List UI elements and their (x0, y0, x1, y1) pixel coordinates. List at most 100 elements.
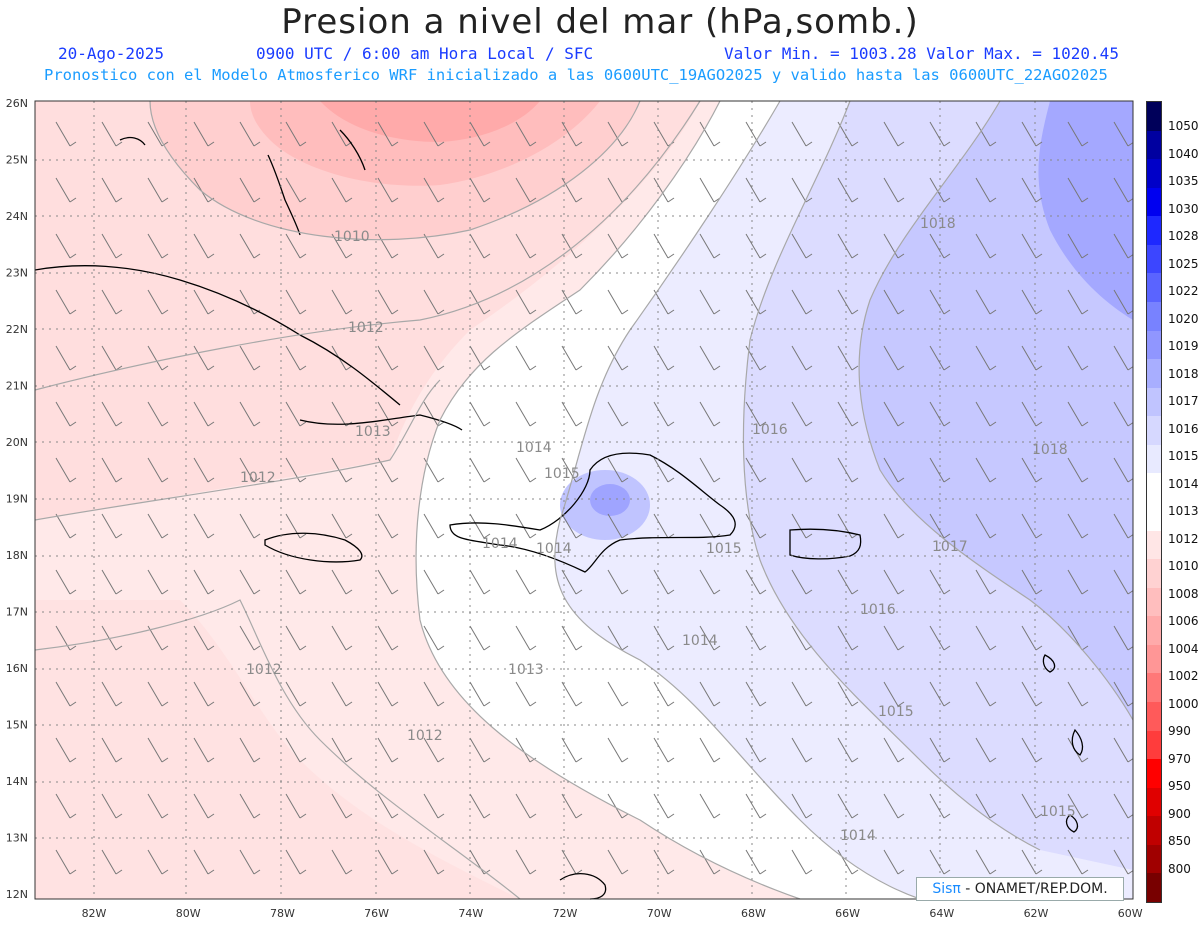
isobar-label: 1018 (1032, 442, 1068, 458)
latitude-label: 22N (6, 323, 28, 336)
colorbar-label: 1016 (1168, 421, 1199, 436)
colorbar-segment (1147, 159, 1161, 189)
colorbar-label: 1020 (1168, 311, 1199, 326)
latitude-label: 26N (6, 97, 28, 110)
latitude-label: 16N (6, 662, 28, 675)
isobar-label: 1013 (508, 662, 544, 678)
isobar-label: 1015 (878, 704, 914, 720)
colorbar-label: 1035 (1168, 174, 1199, 188)
colorbar-segment (1147, 644, 1161, 674)
isobar-label: 1014 (482, 536, 518, 552)
isobar-label: 1014 (536, 541, 572, 557)
colorbar-segment (1147, 616, 1161, 646)
map-title: Presion a nivel del mar (hPa,somb.) (281, 2, 919, 42)
isobar-label: 1012 (240, 470, 276, 486)
longitude-label: 82W (82, 907, 107, 920)
colorbar-segment (1147, 302, 1161, 332)
colorbar-label: 1012 (1168, 531, 1199, 546)
isobars (34, 100, 1134, 900)
isobar-label: 1014 (682, 633, 718, 649)
latitude-label: 18N (6, 549, 28, 562)
longitude-label: 78W (270, 907, 295, 920)
colorbar-segment (1147, 873, 1161, 903)
forecast-time: 0900 UTC / 6:00 am Hora Local / SFC (256, 44, 594, 63)
isobar-label: 1013 (355, 424, 391, 440)
colorbar-label: 1022 (1168, 284, 1199, 298)
longitude-label: 62W (1024, 907, 1049, 920)
isobar-label: 1014 (516, 440, 552, 456)
colorbar-segment (1147, 502, 1161, 532)
isobar-label: 1012 (348, 320, 384, 336)
colorbar-label: 1028 (1168, 229, 1199, 243)
colorbar-segment (1147, 759, 1161, 789)
colorbar-label: 1019 (1168, 339, 1199, 353)
longitude-label: 74W (458, 907, 483, 920)
longitude-label: 80W (176, 907, 201, 920)
latitude-label: 17N (6, 606, 28, 619)
colorbar-segment (1147, 473, 1161, 503)
colorbar-label: 900 (1168, 806, 1191, 821)
latitude-label: 20N (6, 436, 28, 449)
colorbar-label: 970 (1168, 751, 1191, 766)
isobar-label: 1017 (932, 539, 968, 555)
credit-org: - ONAMET/REP.DOM. (960, 881, 1108, 897)
isobar-label: 1010 (334, 229, 370, 245)
colorbar-segment (1147, 730, 1161, 760)
min-max-values: Valor Min. = 1003.28 Valor Max. = 1020.4… (724, 44, 1119, 63)
colorbar-label: 1050 (1168, 119, 1199, 133)
isobar-label: 1015 (544, 466, 580, 482)
sispi-logo: Sisπ (932, 881, 961, 897)
colorbar-label: 1000 (1168, 696, 1199, 711)
latitude-label: 13N (6, 832, 28, 845)
colorbar-label: 990 (1168, 724, 1191, 738)
model-note: Pronostico con el Modelo Atmosferico WRF… (44, 66, 1108, 84)
colorbar-segment (1147, 244, 1161, 274)
colorbar-label: 1004 (1168, 641, 1199, 656)
longitude-label: 66W (835, 907, 860, 920)
colorbar-label: 950 (1168, 779, 1191, 793)
colorbar-segment (1147, 444, 1161, 474)
grid (35, 101, 1133, 899)
colorbar-segment (1147, 330, 1161, 360)
colorbar-segment (1147, 673, 1161, 703)
forecast-date: 20-Ago-2025 (58, 44, 164, 63)
colorbar-label: 1018 (1168, 366, 1199, 381)
colorbar-segment (1147, 387, 1161, 417)
colorbar-segment (1147, 216, 1161, 246)
pressure-field (35, 101, 1133, 899)
colorbar-label: 1013 (1168, 504, 1199, 518)
colorbar-segment (1147, 187, 1161, 217)
latitude-label: 21N (6, 380, 28, 393)
colorbar-segment (1147, 816, 1161, 846)
colorbar-segment (1147, 102, 1161, 132)
colorbar-label: 1002 (1168, 669, 1199, 683)
latitude-label: 24N (6, 210, 28, 223)
longitude-label: 60W (1118, 907, 1143, 920)
longitude-label: 70W (647, 907, 672, 920)
colorbar-segment (1147, 359, 1161, 389)
latitude-label: 25N (6, 154, 28, 167)
credit-box: Sisπ - ONAMET/REP.DOM. (916, 877, 1124, 901)
isobar-label: 1015 (706, 541, 742, 557)
colorbar-segment (1147, 844, 1161, 874)
latitude-label: 23N (6, 267, 28, 280)
isobar-label: 1016 (752, 422, 788, 438)
latitude-label: 14N (6, 775, 28, 788)
longitude-labels: 82W 80W 78W 76W 74W 72W 70W 68W 66W 64W 62W 60W (82, 907, 1143, 920)
longitude-label: 72W (553, 907, 578, 920)
latitude-label: 15N (6, 719, 28, 732)
longitude-label: 64W (929, 907, 954, 920)
isobar-label: 1016 (860, 602, 896, 618)
colorbar-segment (1147, 273, 1161, 303)
colorbar-label: 1006 (1168, 614, 1199, 628)
colorbar-label: 800 (1168, 861, 1191, 876)
colorbar-label: 1010 (1168, 559, 1199, 573)
colorbar-segment (1147, 130, 1161, 160)
longitude-label: 76W (364, 907, 389, 920)
colorbar-segment (1147, 787, 1161, 817)
latitude-labels: 26N 25N 24N 23N 22N 21N 20N 19N 18N 17N 16N 15N 14N 1… (6, 97, 28, 901)
latitude-label: 19N (6, 493, 28, 506)
map-frame (34, 100, 1134, 900)
coastlines (34, 129, 1084, 900)
